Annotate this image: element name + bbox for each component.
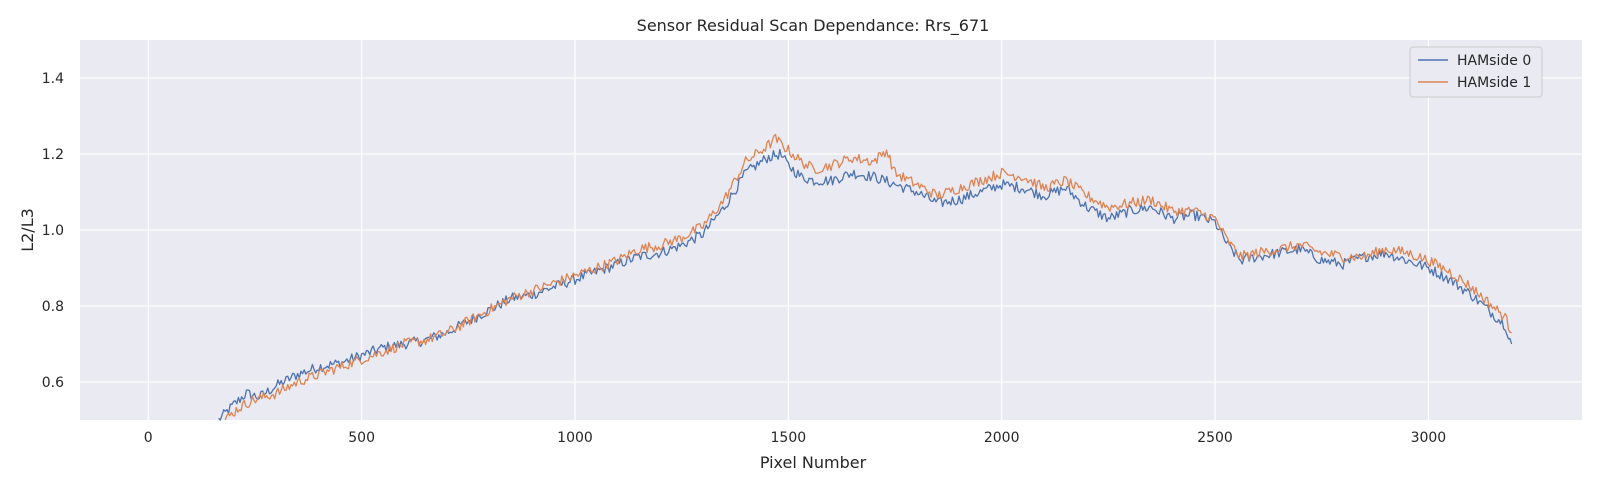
x-tick-labels: 0 500 1000 1500 2000 2500 3000 bbox=[144, 430, 1446, 446]
y-tick-label: 0.8 bbox=[42, 299, 64, 315]
x-tick-label: 3000 bbox=[1411, 430, 1447, 446]
x-tick-label: 1500 bbox=[771, 430, 807, 446]
y-tick-label: 1.0 bbox=[42, 223, 64, 239]
x-tick-label: 2500 bbox=[1197, 430, 1233, 446]
series-line-hamside-1 bbox=[224, 133, 1512, 421]
x-tick-label: 1000 bbox=[557, 430, 593, 446]
legend-label-hamside-1: HAMside 1 bbox=[1457, 75, 1531, 91]
x-tick-label: 500 bbox=[348, 430, 375, 446]
chart-title: Sensor Residual Scan Dependance: Rrs_671 bbox=[637, 16, 990, 36]
legend-label-hamside-0: HAMside 0 bbox=[1457, 53, 1531, 69]
y-tick-labels: 0.6 0.8 1.0 1.2 1.4 bbox=[42, 71, 64, 391]
y-tick-label: 1.2 bbox=[42, 147, 64, 163]
series-lines bbox=[218, 133, 1513, 421]
x-axis-label: Pixel Number bbox=[760, 453, 867, 472]
y-tick-label: 0.6 bbox=[42, 375, 64, 391]
x-tick-label: 2000 bbox=[984, 430, 1020, 446]
series-line-hamside-0 bbox=[218, 148, 1513, 421]
legend: HAMside 0 HAMside 1 bbox=[1409, 46, 1543, 98]
gridlines bbox=[80, 40, 1582, 420]
y-tick-label: 1.4 bbox=[42, 71, 64, 87]
y-axis-label: L2/L3 bbox=[18, 208, 37, 252]
x-tick-label: 0 bbox=[144, 430, 153, 446]
